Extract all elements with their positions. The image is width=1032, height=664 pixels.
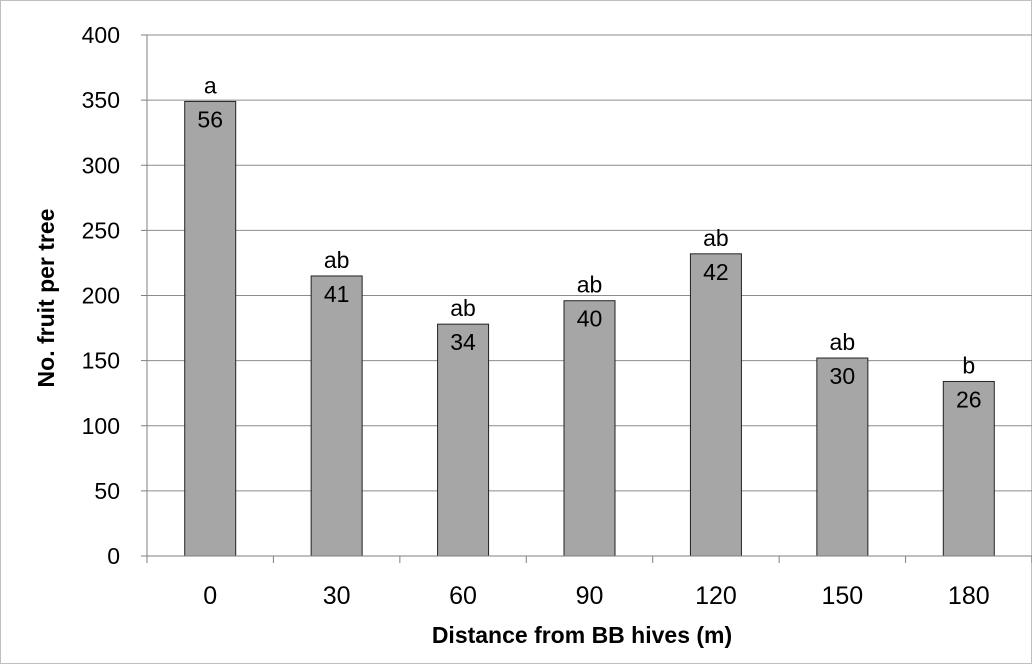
y-axis-title: No. fruit per tree: [33, 209, 59, 388]
axes: [141, 34, 1032, 563]
bar-data-label: 56: [197, 106, 223, 132]
significance-letter: a: [204, 72, 217, 98]
x-tick-label: 30: [323, 582, 351, 610]
y-tick-label: 350: [82, 87, 120, 113]
bar: [184, 100, 237, 557]
y-tick-label: 300: [82, 152, 120, 178]
bar: [689, 253, 742, 557]
significance-letter: ab: [324, 247, 350, 273]
significance-letter: ab: [830, 329, 856, 355]
y-tick-label: 100: [82, 413, 120, 439]
significance-letter: b: [962, 352, 975, 378]
bar-data-label: 41: [324, 281, 350, 307]
significance-letter: ab: [703, 225, 729, 251]
significance-letter: ab: [577, 272, 603, 298]
x-axis-title: Distance from BB hives (m): [432, 622, 732, 648]
x-tick-label: 90: [576, 582, 604, 610]
bar: [310, 275, 363, 557]
x-tick-label: 0: [203, 582, 217, 610]
bar-data-label: 40: [577, 306, 603, 332]
x-tick-label: 150: [821, 582, 863, 610]
bar: [437, 323, 490, 557]
bar-data-label: 26: [956, 386, 982, 412]
bar-data-label: 34: [450, 329, 476, 355]
gridlines: [147, 34, 1032, 492]
y-tick-label: 200: [82, 283, 120, 309]
bars: [184, 100, 995, 557]
y-tick-label: 150: [82, 348, 120, 374]
labels: 0 50 100 150 200 250 300 350 400 56 a 0 41 ab 30 34 ab 60…: [82, 22, 990, 610]
x-tick-label: 180: [948, 582, 990, 610]
bar: [816, 357, 869, 557]
bar-data-label: 42: [703, 259, 729, 285]
significance-letter: ab: [450, 295, 476, 321]
bar: [563, 300, 616, 557]
y-tick-label: 0: [107, 543, 120, 569]
x-tick-label: 120: [695, 582, 737, 610]
y-tick-label: 250: [82, 217, 120, 243]
x-tick-label: 60: [449, 582, 477, 610]
bar: [942, 380, 995, 557]
bar-data-label: 30: [830, 363, 856, 389]
y-tick-label: 400: [82, 22, 120, 48]
y-tick-label: 50: [94, 478, 120, 504]
